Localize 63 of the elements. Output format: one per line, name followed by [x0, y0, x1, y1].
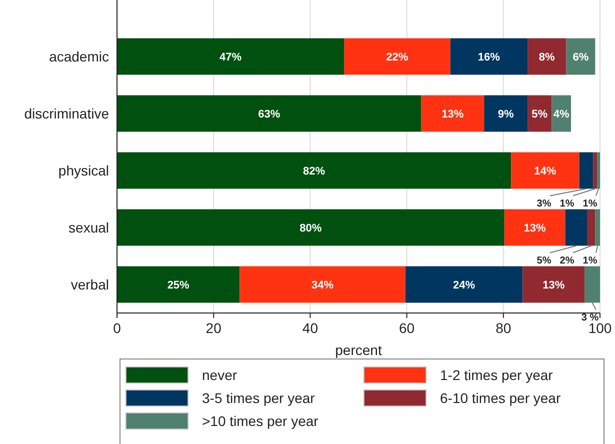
data-label: 13% — [442, 108, 464, 120]
bar — [450, 38, 528, 75]
data-label: 2% — [560, 256, 574, 267]
data-label: 63% — [258, 108, 280, 120]
y-tick-label: verbal — [70, 276, 109, 292]
data-label: 16% — [478, 51, 500, 64]
x-tick-label: 60 — [399, 320, 415, 336]
bar — [593, 152, 598, 189]
x-axis-title: percent — [335, 342, 382, 358]
bar — [117, 209, 504, 246]
legend-label: never — [202, 366, 238, 383]
bar — [584, 266, 600, 303]
data-label: 25% — [167, 279, 190, 292]
bar — [117, 38, 344, 75]
bar — [579, 152, 594, 189]
data-label: 1% — [582, 198, 598, 210]
data-label: 8% — [538, 51, 556, 64]
y-tick-label: sexual — [68, 219, 109, 236]
bar — [117, 266, 240, 303]
data-label: 13% — [542, 279, 565, 292]
y-tick-label: physical — [58, 162, 109, 178]
bar — [117, 95, 422, 132]
y-tick-label: academic — [49, 48, 109, 64]
bar — [405, 266, 523, 303]
data-label: 47% — [219, 51, 242, 64]
x-tick-label: 40 — [302, 320, 318, 336]
legend-label: 3-5 times per year — [202, 390, 316, 406]
bar — [528, 38, 566, 75]
data-label: 13% — [524, 222, 546, 234]
bar — [117, 152, 512, 189]
data-label: 1% — [582, 256, 598, 267]
data-label: 22% — [386, 51, 408, 64]
legend-label: 6-10 times per year — [440, 390, 561, 406]
data-label: 6% — [572, 51, 589, 64]
legend-label: >10 times per year — [202, 412, 319, 429]
bar — [522, 266, 585, 303]
bar — [587, 209, 596, 246]
data-label: 3% — [536, 198, 552, 210]
bar — [504, 209, 566, 246]
bar — [566, 38, 596, 75]
data-label: 14% — [534, 165, 556, 178]
data-label: 24% — [453, 279, 476, 292]
legend-label: 1-2 times per year — [440, 366, 554, 383]
data-label: 4% — [553, 108, 570, 120]
bar — [421, 95, 484, 132]
bar — [344, 38, 450, 75]
data-label: 82% — [303, 165, 326, 178]
x-tick-label: 20 — [206, 320, 222, 336]
bar — [597, 152, 600, 189]
data-label: 1% — [560, 198, 574, 210]
x-tick-label: 80 — [496, 320, 512, 336]
bar — [240, 266, 406, 303]
bar — [595, 209, 600, 246]
data-label: 34% — [312, 279, 334, 292]
x-tick-label: 0 — [113, 320, 122, 336]
data-label: 80% — [300, 222, 322, 234]
data-label: 9% — [498, 108, 514, 120]
bar — [511, 152, 580, 189]
y-tick-label: discriminative — [24, 105, 110, 122]
bar — [565, 209, 588, 246]
data-label: 5% — [536, 256, 552, 267]
data-label: 5% — [532, 108, 548, 120]
bar — [484, 95, 528, 132]
